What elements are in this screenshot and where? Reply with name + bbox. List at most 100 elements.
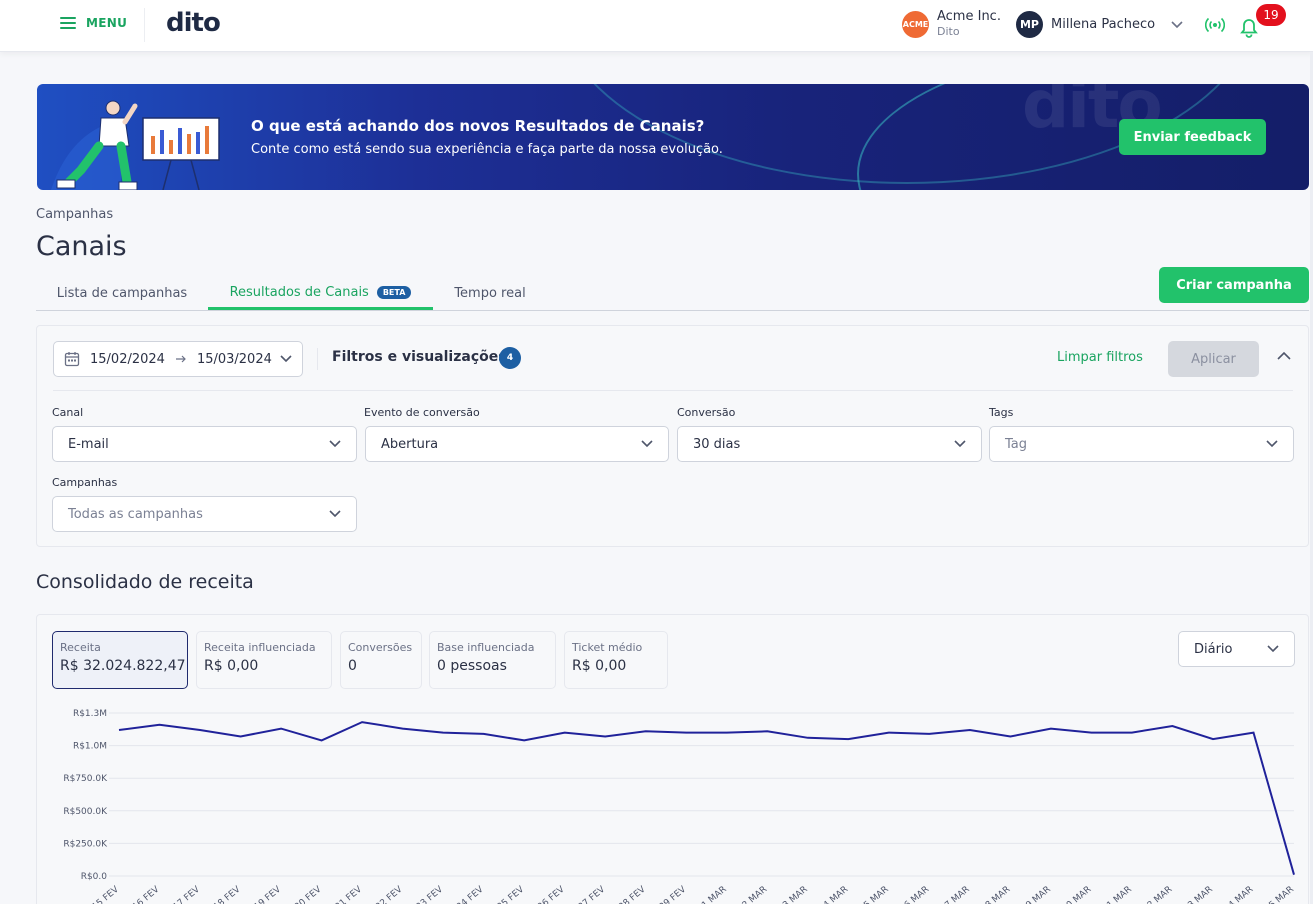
field-label-tags: Tags: [989, 406, 1014, 419]
x-tick-label: 24 FEV: [455, 884, 486, 904]
metric-influenced-revenue[interactable]: Receita influenciada R$ 0,00: [196, 631, 332, 689]
x-tick-label: 17 FEV: [172, 884, 203, 904]
clear-filters-link[interactable]: Limpar filtros: [1057, 350, 1143, 365]
chevron-down-icon: [329, 510, 341, 518]
x-tick-label: 27 FEV: [577, 884, 608, 904]
metric-average-ticket[interactable]: Ticket médio R$ 0,00: [564, 631, 668, 689]
chevron-down-icon: [1171, 20, 1183, 28]
campaigns-select[interactable]: Todas as campanhas: [52, 496, 357, 532]
date-range-picker[interactable]: 15/02/2024 15/03/2024: [53, 341, 303, 377]
y-tick-label: R$1.0M: [73, 742, 107, 752]
breadcrumb[interactable]: Campanhas: [36, 207, 114, 222]
filters-separator: [53, 390, 1293, 391]
x-tick-label: 08 MAR: [979, 885, 1012, 904]
filters-title: Filtros e visualizações: [332, 349, 507, 365]
metric-revenue[interactable]: Receita R$ 32.024.822,47: [52, 631, 188, 689]
create-campaign-button[interactable]: Criar campanha: [1159, 267, 1309, 303]
notification-badge[interactable]: 19: [1256, 4, 1286, 26]
field-label-conversion-event: Evento de conversão: [364, 406, 480, 419]
x-tick-label: 14 MAR: [1223, 885, 1256, 904]
x-tick-label: 03 MAR: [777, 885, 810, 904]
x-tick-label: 20 FEV: [293, 884, 324, 904]
x-tick-label: 04 MAR: [817, 885, 850, 904]
x-tick-label: 21 FEV: [334, 884, 365, 904]
realtime-signal-icon[interactable]: [1205, 16, 1225, 34]
scrollbar[interactable]: [1310, 52, 1313, 904]
channel-select[interactable]: E-mail: [52, 426, 357, 462]
banner-text: Conte como está sendo sua experiência e …: [251, 142, 723, 157]
x-tick-label: 19 FEV: [253, 884, 284, 904]
org-logo: ACME: [902, 10, 929, 38]
banner-illustration: [51, 100, 220, 190]
x-tick-label: 16 FEV: [131, 884, 162, 904]
chevron-down-icon: [1266, 440, 1278, 448]
metric-influenced-base[interactable]: Base influenciada 0 pessoas: [429, 631, 556, 689]
x-tick-label: 15 MAR: [1263, 885, 1296, 904]
date-from: 15/02/2024: [90, 351, 165, 367]
metric-conversions[interactable]: Conversões 0: [340, 631, 422, 689]
x-tick-label: 07 MAR: [939, 885, 972, 904]
org-name: Acme Inc.: [937, 9, 1001, 24]
feedback-banner: dito O que está achando dos novos Result…: [37, 84, 1309, 190]
tab-real-time[interactable]: Tempo real: [454, 286, 526, 301]
field-label-campaigns: Campanhas: [52, 476, 118, 489]
dito-logo[interactable]: dito: [166, 8, 221, 38]
filters-divider: [317, 348, 318, 370]
x-tick-label: 10 MAR: [1060, 885, 1093, 904]
avatar: MP: [1016, 11, 1043, 38]
x-tick-label: 11 MAR: [1101, 885, 1134, 904]
org-subtitle: Dito: [937, 25, 960, 38]
beta-badge: BETA: [376, 285, 412, 299]
user-menu[interactable]: MP Millena Pacheco: [1016, 11, 1183, 38]
calendar-icon: [64, 352, 80, 367]
tags-select[interactable]: Tag: [989, 426, 1294, 462]
chevron-down-icon: [280, 355, 292, 363]
x-tick-label: 09 MAR: [1020, 885, 1053, 904]
x-tick-label: 15 FEV: [90, 884, 121, 904]
send-feedback-button[interactable]: Enviar feedback: [1119, 119, 1266, 155]
date-to: 15/03/2024: [196, 351, 272, 367]
tab-campaign-list[interactable]: Lista de campanhas: [56, 286, 188, 301]
filters-count-badge: 4: [499, 347, 521, 369]
page-title: Canais: [36, 231, 127, 262]
chevron-down-icon: [954, 440, 966, 448]
topbar-divider: [144, 8, 145, 42]
x-tick-label: 23 FEV: [415, 884, 446, 904]
revenue-line-chart: R$0.0 R$250.0K R$500.0K R$750.0K R$1.0M R$1.3…: [63, 709, 1296, 904]
y-tick-label: R$1.3M: [73, 709, 107, 719]
tabs: Lista de campanhas Resultados de Canais …: [36, 277, 1309, 311]
chevron-down-icon: [641, 440, 653, 448]
x-tick-label: 26 FEV: [536, 884, 567, 904]
hamburger-icon: [60, 17, 76, 29]
x-tick-label: 01 MAR: [696, 885, 729, 904]
x-tick-label: 05 MAR: [858, 885, 891, 904]
chevron-down-icon: [1267, 645, 1279, 653]
tab-channel-results[interactable]: Resultados de Canais BETA: [208, 277, 433, 310]
top-bar: MENU dito ACME Acme Inc. Dito MP Millena…: [0, 0, 1313, 52]
x-tick-label: 22 FEV: [374, 884, 405, 904]
x-tick-label: 28 FEV: [617, 884, 648, 904]
chevron-down-icon: [329, 440, 341, 448]
y-tick-label: R$250.0K: [63, 839, 108, 849]
conversion-window-select[interactable]: 30 dias: [677, 426, 982, 462]
menu-label: MENU: [86, 16, 128, 30]
organization-switcher[interactable]: ACME Acme Inc. Dito: [902, 9, 1001, 39]
conversion-event-select[interactable]: Abertura: [365, 426, 669, 462]
x-tick-label: 13 MAR: [1182, 885, 1215, 904]
x-tick-label: 12 MAR: [1142, 885, 1175, 904]
filters-panel: 15/02/2024 15/03/2024 Filtros e visualiz…: [36, 325, 1309, 547]
banner-title: O que está achando dos novos Resultados …: [251, 117, 705, 135]
apply-button[interactable]: Aplicar: [1168, 341, 1259, 377]
y-tick-label: R$0.0: [81, 872, 108, 882]
bell-icon[interactable]: [1240, 18, 1258, 38]
field-label-channel: Canal: [52, 406, 84, 419]
x-tick-label: 18 FEV: [212, 884, 243, 904]
chevron-up-icon[interactable]: [1277, 351, 1291, 360]
menu-button[interactable]: MENU: [60, 16, 127, 30]
field-label-conversion: Conversão: [677, 406, 736, 419]
x-tick-label: 25 FEV: [496, 884, 527, 904]
revenue-series-line: [118, 721, 1295, 875]
user-name: Millena Pacheco: [1051, 17, 1156, 32]
period-select[interactable]: Diário: [1178, 631, 1295, 667]
x-tick-label: 02 MAR: [736, 885, 769, 904]
